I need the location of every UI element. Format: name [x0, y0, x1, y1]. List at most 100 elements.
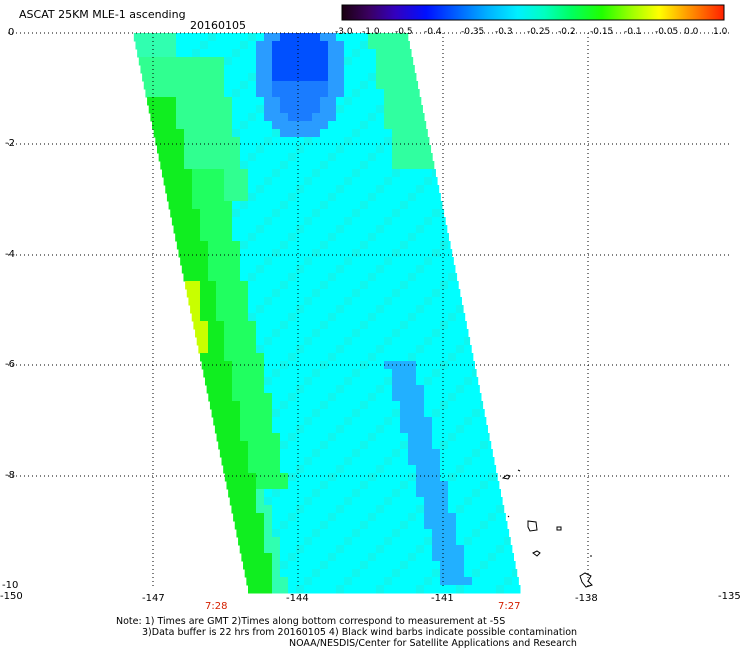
- swath-cell: [456, 313, 465, 322]
- swath-cell: [344, 153, 353, 162]
- swath-cell: [368, 57, 377, 66]
- swath-cell: [440, 369, 449, 378]
- swath-cell: [440, 529, 449, 538]
- swath-cell: [408, 529, 417, 538]
- swath-cell: [368, 193, 377, 202]
- swath-cell: [180, 257, 185, 266]
- swath-cell: [240, 121, 249, 130]
- swath-cell: [208, 177, 217, 186]
- swath-cell: [320, 73, 329, 82]
- swath-cell: [368, 113, 377, 122]
- swath-cell: [288, 185, 297, 194]
- swath-cell: [216, 65, 225, 74]
- swath-cell: [224, 353, 233, 362]
- swath-cell: [176, 33, 185, 42]
- swath-cell: [392, 81, 401, 90]
- island-2: [517, 469, 521, 472]
- swath-cell: [296, 209, 305, 218]
- swath-cell: [264, 497, 273, 506]
- swath-cell: [192, 73, 201, 82]
- swath-cell: [408, 489, 417, 498]
- swath-cell: [216, 257, 225, 266]
- swath-cell: [352, 281, 361, 290]
- swath-cell: [232, 337, 241, 346]
- swath-cell: [408, 121, 417, 130]
- swath-cell: [280, 393, 289, 402]
- swath-cell: [400, 305, 409, 314]
- swath-cell: [272, 449, 281, 458]
- swath-cell: [392, 369, 401, 378]
- swath-cell: [432, 513, 441, 522]
- swath-cell: [224, 233, 233, 242]
- swath-cell: [312, 193, 321, 202]
- swath-cell: [416, 345, 425, 354]
- swath-cell: [392, 137, 401, 146]
- swath-cell: [312, 553, 321, 562]
- swath-cell: [176, 81, 185, 90]
- swath-cell: [376, 345, 385, 354]
- swath-cell: [416, 289, 425, 298]
- swath-cell: [368, 89, 377, 98]
- swath-cell: [320, 217, 329, 226]
- swath-cell: [232, 81, 241, 90]
- swath-cell: [376, 281, 385, 290]
- swath-cell: [288, 337, 297, 346]
- swath-cell: [368, 473, 377, 482]
- swath-cell: [192, 177, 201, 186]
- swath-cell: [224, 409, 233, 418]
- swath-cell: [456, 305, 464, 314]
- swath-cell: [448, 289, 457, 298]
- swath-cell: [304, 449, 313, 458]
- swath-cell: [408, 201, 417, 210]
- swath-cell: [184, 233, 193, 242]
- swath-cell: [392, 345, 401, 354]
- swath-cell: [264, 193, 273, 202]
- swath-cell: [216, 337, 225, 346]
- swath-cell: [264, 209, 273, 218]
- swath-cell: [224, 401, 233, 410]
- swath-cell: [240, 129, 249, 138]
- swath-cell: [464, 409, 473, 418]
- swath-cell: [264, 313, 273, 322]
- swath-cell: [448, 401, 457, 410]
- swath-cell: [224, 169, 233, 178]
- swath-cell: [416, 553, 425, 562]
- swath-cell: [240, 369, 249, 378]
- swath-cell: [360, 473, 369, 482]
- swath-cell: [208, 169, 217, 178]
- swath-cell: [224, 57, 233, 66]
- swath-cell: [376, 121, 385, 130]
- swath-cell: [200, 265, 209, 274]
- swath-cell: [312, 249, 321, 258]
- swath-cell: [328, 41, 337, 50]
- swath-cell: [344, 265, 353, 274]
- swath-cell: [344, 561, 353, 570]
- swath-cell: [400, 569, 409, 578]
- swath-cell: [408, 417, 417, 426]
- swath-cell: [296, 73, 305, 82]
- swath-cell: [448, 569, 457, 578]
- swath-cell: [236, 529, 241, 538]
- swath-cell: [288, 329, 297, 338]
- swath-cell: [288, 353, 297, 362]
- swath-cell: [336, 345, 345, 354]
- wind-swath: [133, 33, 521, 594]
- swath-cell: [448, 241, 451, 250]
- swath-cell: [264, 377, 273, 386]
- swath-cell: [206, 385, 209, 394]
- swath-cell: [296, 497, 305, 506]
- swath-cell: [344, 121, 353, 130]
- swath-cell: [416, 201, 425, 210]
- swath-cell: [472, 537, 481, 546]
- swath-cell: [264, 225, 273, 234]
- swath-cell: [392, 441, 401, 450]
- swath-cell: [376, 153, 385, 162]
- swath-cell: [408, 497, 417, 506]
- lat-label-8: -8: [5, 470, 15, 481]
- swath-cell: [448, 265, 456, 274]
- swath-cell: [320, 513, 329, 522]
- swath-cell: [352, 577, 361, 586]
- swath-cell: [400, 393, 409, 402]
- swath-cell: [240, 417, 249, 426]
- swath-cell: [504, 569, 513, 578]
